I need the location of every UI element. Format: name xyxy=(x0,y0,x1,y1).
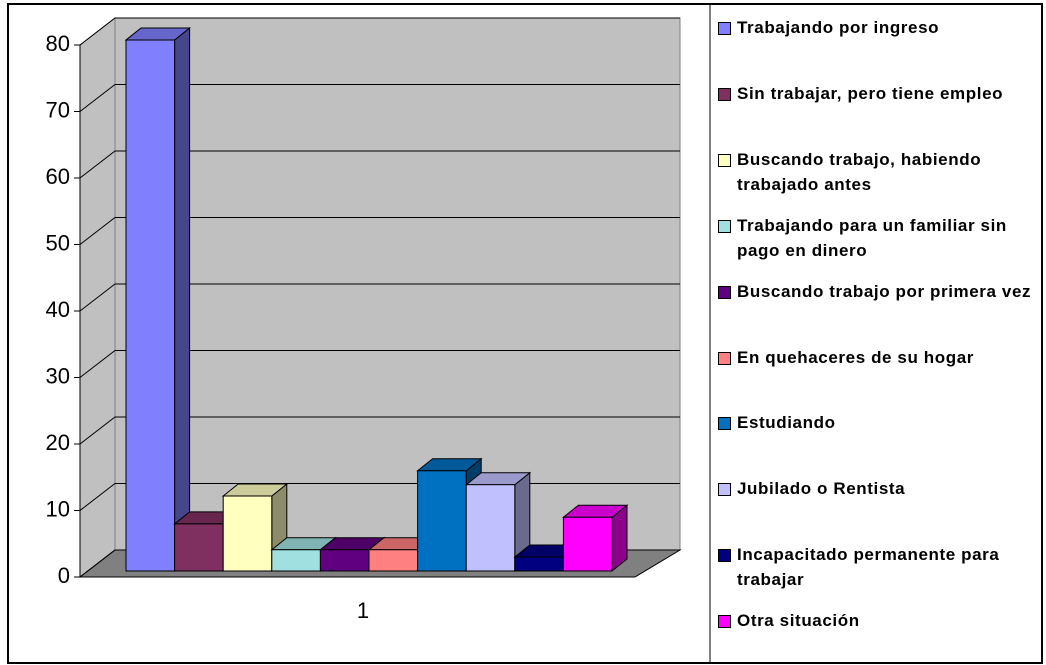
bar xyxy=(125,39,176,572)
legend-label: Trabajando para un familiar sin pago en … xyxy=(737,215,1007,260)
y-tick-label: 30 xyxy=(46,363,70,388)
grid-line xyxy=(79,350,680,378)
legend-label: Incapacitado permanente para trabajar xyxy=(737,545,1000,590)
legend-entry: Jubilado o Rentista xyxy=(718,476,1040,501)
bar xyxy=(174,523,224,572)
legend-swatch xyxy=(718,87,731,101)
bar xyxy=(319,549,370,572)
bar xyxy=(271,549,321,572)
legend-label: Trabajando por ingreso xyxy=(737,18,940,37)
legend-label: Otra situación xyxy=(737,611,860,631)
x-tick-label: 1 xyxy=(357,598,369,623)
grid-line xyxy=(79,416,680,445)
legend-entry: En quehaceres de su hogar xyxy=(718,345,1040,370)
legend-swatch xyxy=(718,351,731,365)
legend-swatch xyxy=(718,153,731,167)
legend-entry: Buscando trabajo, habiendo trabajado ant… xyxy=(718,147,1040,197)
legend-entry: Estudiando xyxy=(718,410,1040,435)
bar-side xyxy=(174,26,191,573)
legend-entry: Incapacitado permanente para trabajar xyxy=(718,542,1040,592)
legend-swatch xyxy=(718,483,731,497)
legend-swatch xyxy=(718,22,731,35)
legend-entry: Buscando trabajo por primera vez xyxy=(718,279,1040,304)
legend-label: En quehaceres de su hogar xyxy=(737,347,975,367)
grid-line xyxy=(79,17,680,46)
y-tick-label: 60 xyxy=(46,164,70,189)
bar xyxy=(222,495,273,572)
grid-line xyxy=(79,84,680,112)
y-tick-label: 0 xyxy=(58,563,70,588)
y-tick-label: 40 xyxy=(46,297,70,322)
grid-line xyxy=(79,283,680,312)
legend-label: Estudiando xyxy=(737,413,836,433)
legend-label: Buscando trabajo, habiendo trabajado ant… xyxy=(737,149,982,194)
bar xyxy=(514,556,564,572)
bar xyxy=(417,470,467,572)
legend-entry: Trabajando por ingreso xyxy=(718,15,1040,40)
y-tick-label: 50 xyxy=(46,230,70,255)
legend-label: Sin trabajar, pero tiene empleo xyxy=(737,83,1004,103)
legend-swatch xyxy=(718,285,731,299)
legend-swatch xyxy=(718,549,731,563)
grid-line xyxy=(79,217,680,245)
legend-swatch xyxy=(718,417,731,431)
legend-label: Buscando trabajo por primera vez xyxy=(737,281,1032,301)
bar xyxy=(368,549,419,572)
legend-swatch xyxy=(718,219,731,233)
y-tick-label: 80 xyxy=(46,31,70,56)
legend-entry: Otra situación xyxy=(718,608,1040,633)
legend-swatch xyxy=(718,615,731,629)
legend-entry: Trabajando para un familiar sin pago en … xyxy=(718,213,1040,263)
y-tick-label: 10 xyxy=(46,496,70,521)
y-tick-label: 20 xyxy=(46,430,70,455)
grid-line xyxy=(79,150,680,179)
legend-label: Jubilado o Rentista xyxy=(737,479,906,499)
legend-entry: Sin trabajar, pero tiene empleo xyxy=(718,81,1040,106)
y-tick-label: 70 xyxy=(46,97,70,122)
bar xyxy=(562,516,613,572)
bar xyxy=(465,484,516,572)
